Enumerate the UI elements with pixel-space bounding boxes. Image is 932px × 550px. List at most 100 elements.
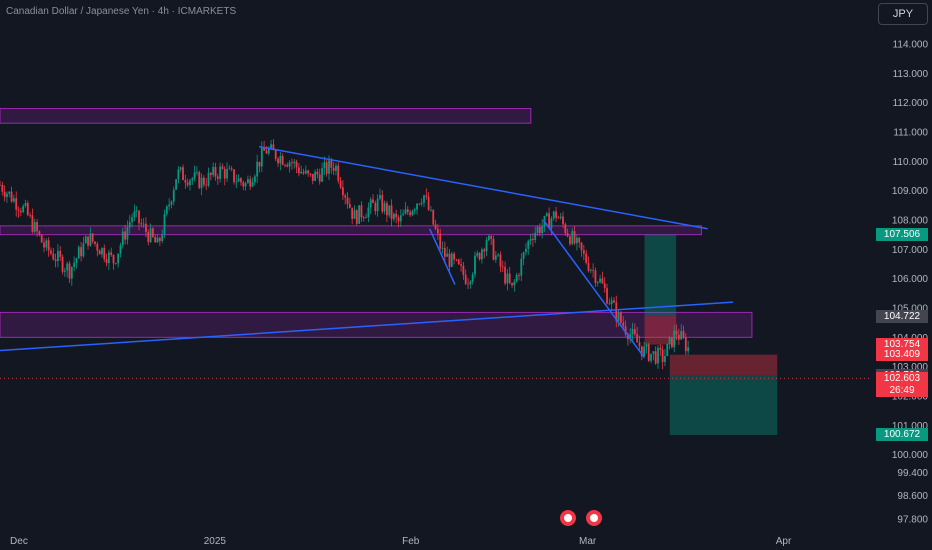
x-tick-label: 2025 — [204, 536, 227, 547]
candle-body — [596, 282, 599, 283]
candle-body — [202, 177, 205, 185]
candle-body — [279, 155, 282, 164]
candle-body — [87, 236, 89, 246]
candle-body — [666, 343, 669, 357]
y-tick-label: 100.000 — [892, 450, 929, 461]
candle-body — [443, 248, 446, 257]
candle-body — [267, 148, 270, 154]
price-tag: 103.409 — [876, 348, 928, 362]
candle-body — [402, 213, 405, 216]
candle-body — [263, 147, 266, 151]
resistance-zone — [0, 311, 753, 338]
candle-body — [469, 281, 472, 285]
candle-body — [161, 234, 164, 242]
candle-body — [481, 249, 483, 260]
candle-body — [548, 213, 551, 229]
candle-body — [647, 344, 650, 361]
candle-body — [399, 215, 402, 222]
x-tick-label: Dec — [10, 536, 28, 547]
candle-body — [121, 231, 124, 246]
candle-body — [73, 262, 76, 267]
candle-body — [511, 282, 513, 286]
candle-body — [386, 203, 388, 216]
candle-body — [272, 144, 275, 151]
y-tick-label: 99.400 — [897, 468, 928, 479]
candle-body — [114, 263, 117, 264]
candle-body — [566, 233, 569, 237]
candle-body — [228, 168, 231, 170]
candle-body — [175, 179, 177, 190]
candle-body — [501, 266, 504, 268]
candle-body — [177, 169, 180, 180]
candle-body — [448, 253, 451, 267]
trendline — [428, 228, 456, 285]
candle-body — [214, 166, 217, 177]
candle-body — [622, 322, 625, 327]
candle-body — [1, 184, 4, 192]
candle-body — [388, 205, 391, 216]
candle-body — [168, 204, 171, 207]
candle-body — [19, 210, 22, 213]
candle-body — [671, 337, 673, 348]
candle-body — [365, 217, 367, 219]
candle-body — [314, 171, 316, 181]
candle-body — [504, 266, 506, 284]
stop-zone — [669, 354, 778, 376]
candle-body — [36, 222, 38, 232]
candle-body — [288, 162, 291, 167]
candle-body — [555, 211, 557, 218]
candle-body — [589, 269, 592, 271]
currency-button[interactable]: JPY — [878, 3, 928, 25]
candle-body — [284, 164, 286, 166]
candle-body — [297, 167, 300, 174]
candle-body — [624, 326, 627, 335]
candle-body — [91, 233, 94, 242]
candle-body — [325, 162, 328, 174]
candle-body — [40, 234, 43, 243]
candle-body — [128, 222, 131, 228]
candle-body — [392, 213, 395, 220]
candle-body — [154, 236, 157, 243]
candle-body — [45, 240, 48, 248]
candle-body — [147, 232, 150, 242]
candle-body — [328, 160, 330, 174]
candle-body — [404, 209, 407, 214]
y-tick-label: 103.000 — [892, 362, 929, 373]
candle-body — [508, 273, 511, 283]
candle-body — [10, 191, 13, 202]
candle-body — [221, 166, 224, 169]
candle-body — [163, 213, 166, 235]
candle-body — [580, 242, 583, 251]
candle-body — [353, 210, 356, 219]
candle-body — [376, 198, 379, 212]
candle-body — [52, 253, 55, 260]
y-tick-label: 114.000 — [893, 40, 929, 51]
candle-body — [240, 178, 242, 183]
candle-body — [291, 162, 293, 164]
candle-body — [50, 250, 52, 254]
candle-body — [460, 264, 462, 266]
candle-body — [490, 235, 493, 239]
candle-body — [610, 300, 613, 305]
candle-body — [529, 238, 532, 241]
candle-body — [186, 182, 189, 186]
candle-body — [251, 182, 254, 187]
target-zone — [669, 375, 778, 435]
candle-body — [158, 237, 161, 242]
candle-body — [165, 206, 168, 214]
candle-body — [233, 169, 235, 183]
candle-body — [54, 259, 57, 262]
candle-body — [395, 213, 398, 218]
candle-body — [562, 216, 564, 225]
candle-body — [652, 351, 655, 354]
candle-body — [89, 233, 92, 246]
candle-body — [492, 238, 495, 260]
candle-body — [420, 202, 423, 204]
candle-body — [430, 209, 432, 211]
candle-body — [133, 211, 136, 218]
candle-body — [594, 270, 597, 283]
candle-body — [274, 150, 277, 159]
candle-body — [615, 302, 618, 321]
candle-body — [191, 178, 194, 181]
